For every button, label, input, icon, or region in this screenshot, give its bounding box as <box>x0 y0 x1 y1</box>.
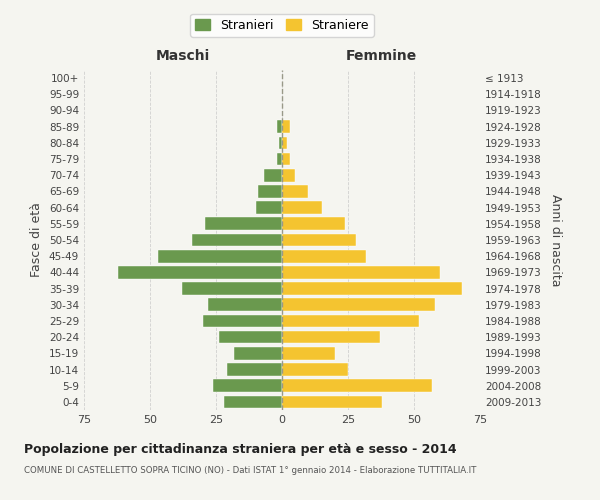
Bar <box>282 152 290 166</box>
Text: Maschi: Maschi <box>156 48 210 62</box>
Bar <box>227 363 282 376</box>
Bar <box>282 120 290 133</box>
Bar <box>224 396 282 408</box>
Bar <box>282 250 367 262</box>
Bar <box>282 202 322 214</box>
Bar <box>282 396 382 408</box>
Bar <box>235 347 282 360</box>
Bar <box>282 347 335 360</box>
Y-axis label: Fasce di età: Fasce di età <box>31 202 43 278</box>
Text: Femmine: Femmine <box>346 48 416 62</box>
Bar <box>277 152 282 166</box>
Bar <box>208 298 282 311</box>
Bar <box>205 218 282 230</box>
Bar <box>182 282 282 295</box>
Bar <box>256 202 282 214</box>
Bar <box>282 234 356 246</box>
Bar <box>214 380 282 392</box>
Bar <box>218 331 282 344</box>
Bar <box>277 120 282 133</box>
Y-axis label: Anni di nascita: Anni di nascita <box>550 194 562 286</box>
Bar <box>118 266 282 278</box>
Bar <box>158 250 282 262</box>
Bar <box>282 185 308 198</box>
Bar <box>282 136 287 149</box>
Bar <box>282 331 380 344</box>
Bar <box>282 282 461 295</box>
Text: Popolazione per cittadinanza straniera per età e sesso - 2014: Popolazione per cittadinanza straniera p… <box>24 442 457 456</box>
Bar <box>258 185 282 198</box>
Bar <box>280 136 282 149</box>
Text: COMUNE DI CASTELLETTO SOPRA TICINO (NO) - Dati ISTAT 1° gennaio 2014 - Elaborazi: COMUNE DI CASTELLETTO SOPRA TICINO (NO) … <box>24 466 476 475</box>
Bar <box>282 380 433 392</box>
Bar <box>282 169 295 181</box>
Bar <box>282 298 435 311</box>
Bar <box>282 218 346 230</box>
Bar <box>282 314 419 328</box>
Bar <box>282 363 348 376</box>
Legend: Stranieri, Straniere: Stranieri, Straniere <box>190 14 374 37</box>
Bar <box>192 234 282 246</box>
Bar <box>203 314 282 328</box>
Bar <box>263 169 282 181</box>
Bar <box>282 266 440 278</box>
